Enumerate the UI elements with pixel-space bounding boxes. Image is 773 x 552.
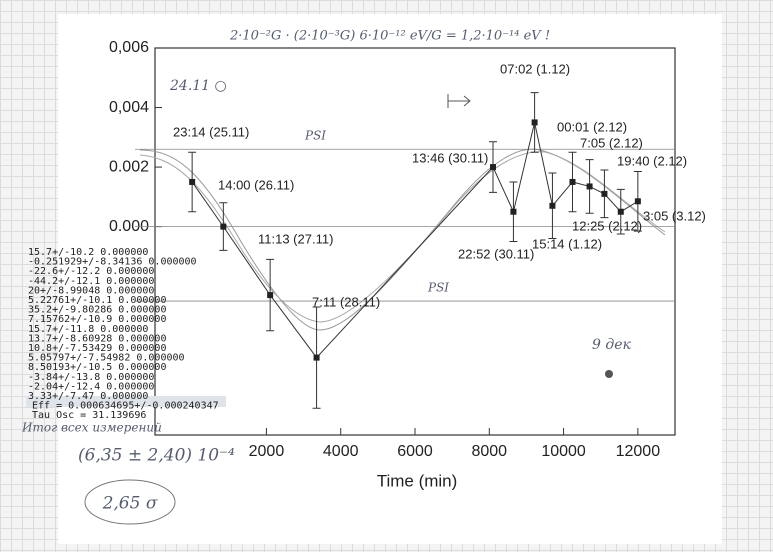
highlight [26,396,226,407]
fit-output-line: 10.8+/-7.53429 0.000000 [28,343,166,354]
data-point [220,223,227,230]
fit-output-line: 5.05797+/-7.54982 0.000000 [28,353,185,364]
y-tick-label: 0,006 [109,39,149,56]
data-point [267,292,274,299]
fit-output-line: 7.15762+/-10.9 0.000000 [28,314,166,325]
fit-output-line: Eff = 0.000634695+/-0.000240347 [32,401,219,412]
fit-output-line: -3.84+/-13.8 0.000000 [28,372,154,383]
data-point [586,183,593,190]
reference-label: PSI [304,129,326,143]
point-label: 7:05 (2.12) [580,135,643,150]
data-point [601,190,608,197]
point-label: 14:00 (26.11) [218,177,294,192]
data-point [617,208,624,215]
fit-output-line: -44.2+/-12.1 0.000000 [28,276,154,287]
note: 2,65 σ [102,494,158,514]
data-point [490,164,496,171]
note: 2·10⁻²G · (2·10⁻³G) 6·10⁻¹² eV/G = 1,2·1… [229,29,550,44]
note: (6,35 ± 2,40) 10⁻⁴ [78,446,235,466]
y-tick-label: 0.002 [109,158,149,175]
fit-output-line: 35.2+/-9.80286 0.000000 [28,305,166,316]
fit-output-line: 3.33+/-7.47 0.000000 [28,391,148,402]
fit-output-line: -22.6+/-12.2 0.000000 [28,266,154,277]
fit-output-line: -2.04+/-12.4 0.000000 [28,381,154,392]
note: 24.11 ○ [169,78,227,94]
point-label: 22:52 (30.11) [458,246,534,261]
fit-output-line: 13.7+/-8.60928 0.000000 [28,333,166,344]
reference-label: PSI [427,281,449,295]
fit-output-line: 15.7+/-11.8 0.000000 [28,324,148,335]
point-label: 23:14 (25.11) [173,124,249,139]
fit-output-line: 8.50193+/-10.5 0.000000 [28,362,166,373]
y-tick-label: 0,004 [109,99,149,116]
point-label: 3:05 (3.12) [643,208,706,223]
x-tick-label: 4000 [323,443,359,460]
x-tick-label: 12000 [616,443,661,460]
data-point [510,208,517,215]
point-label: 00:01 (2.12) [557,119,627,134]
circle [84,479,176,525]
fit-output-line: 5.22761+/-10.1 0.000000 [28,295,166,306]
point-label: 11:13 (27.11) [258,231,333,246]
point-label: 13:46 (30.11) [412,150,488,165]
point-label: 15:14 (1.12) [532,236,602,251]
arrow [447,94,471,108]
fit-output-line: 15.7+/-10.2 0.000000 [28,247,148,258]
data-point [549,202,556,209]
data-point [313,354,320,361]
data-point [189,178,196,185]
note: 9 дек [592,337,632,353]
fit-output-line: -0.251929+/-8.34136 0.000000 [28,257,197,268]
data-point [531,119,538,126]
point-label: 7:11 (28.11) [312,294,380,309]
y-tick-label: 0.000 [109,218,149,235]
x-tick-label: 10000 [541,443,586,460]
point-label: 19:40 (2.12) [617,153,687,168]
fit-curve [139,151,666,323]
data-point [569,178,576,185]
dot [605,370,613,378]
note: Итог всех измерений [21,421,162,435]
x-tick-label: 6000 [397,443,433,460]
data-point [634,198,641,205]
point-label: 07:02 (1.12) [500,61,570,76]
fit-output-line: Tau Osc = 31.139696 [32,410,146,421]
x-tick-label: 8000 [471,443,507,460]
x-tick-label: 2000 [249,443,285,460]
x-axis-title: Time (min) [377,471,458,490]
point-label: 12:25 (2.12) [572,218,642,233]
fit-output-line: 20+/-8.99048 0.000000 [28,285,154,296]
